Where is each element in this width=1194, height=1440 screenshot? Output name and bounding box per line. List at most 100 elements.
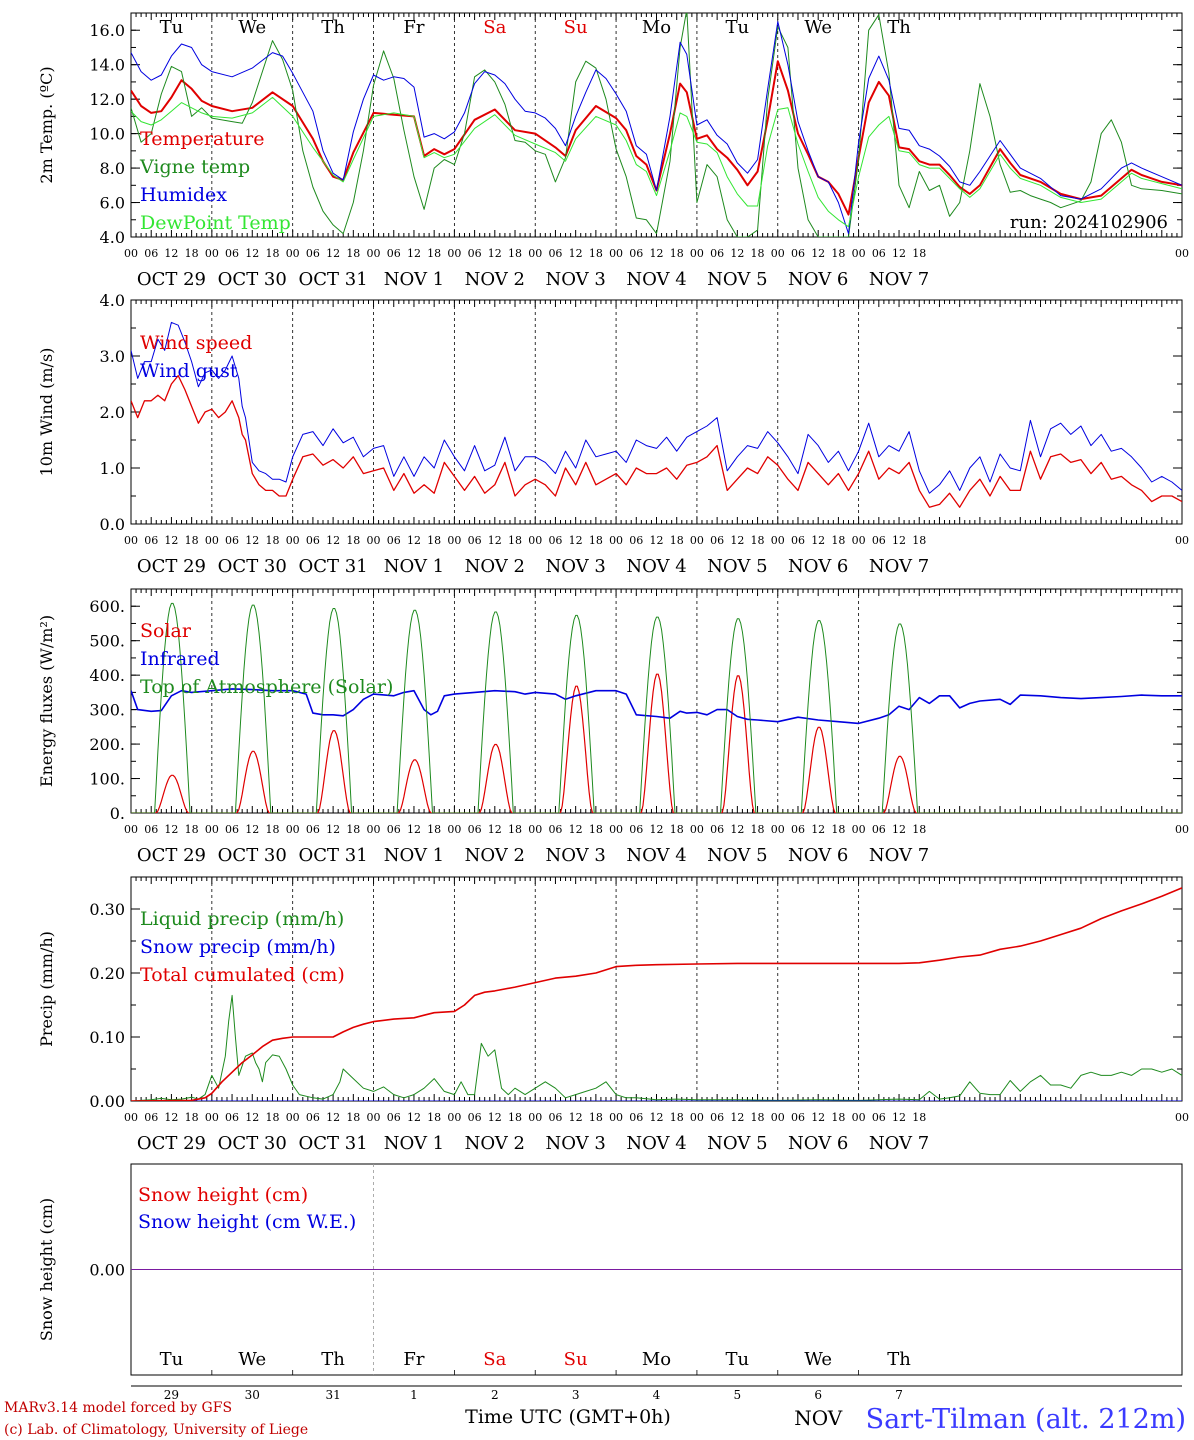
hour-label: 18 bbox=[508, 247, 522, 260]
hour-label: 18 bbox=[589, 823, 603, 836]
y-axis-label: 10m Wind (m/s) bbox=[37, 348, 56, 477]
hour-label: 00 bbox=[286, 1111, 300, 1124]
hour-label: 06 bbox=[872, 247, 886, 260]
y-tick-label: 0.30 bbox=[89, 900, 125, 919]
hour-label: 06 bbox=[872, 823, 886, 836]
day-name: Th bbox=[887, 17, 911, 38]
hour-label: 12 bbox=[164, 247, 178, 260]
hour-label: 12 bbox=[650, 247, 664, 260]
hour-label: 12 bbox=[892, 1111, 906, 1124]
hour-label: 12 bbox=[730, 247, 744, 260]
date-label: NOV 6 bbox=[788, 269, 848, 290]
credit-line-2: (c) Lab. of Climatology, University of L… bbox=[4, 1422, 308, 1438]
plot-frame bbox=[130, 588, 1183, 814]
hour-label: 12 bbox=[650, 534, 664, 547]
y-tick-label: 8.0 bbox=[100, 159, 125, 178]
hour-label: 18 bbox=[265, 823, 279, 836]
hour-label: 00 bbox=[124, 823, 138, 836]
day-name: Mo bbox=[642, 17, 671, 38]
legend-infrared: Infrared bbox=[140, 648, 220, 670]
day-number: 7 bbox=[895, 1388, 903, 1402]
day-number: 2 bbox=[491, 1388, 499, 1402]
hour-label: 18 bbox=[185, 823, 199, 836]
hour-label: 12 bbox=[164, 1111, 178, 1124]
hour-label: 00 bbox=[852, 823, 866, 836]
date-label: OCT 31 bbox=[299, 845, 368, 866]
day-name: Tu bbox=[160, 1349, 184, 1370]
hour-label: 06 bbox=[387, 1111, 401, 1124]
date-label: NOV 5 bbox=[707, 269, 767, 290]
station-label: Sart-Tilman (alt. 212m) bbox=[866, 1404, 1186, 1435]
date-label: NOV 7 bbox=[869, 1133, 929, 1154]
day-name: Tu bbox=[726, 1349, 750, 1370]
hour-label: 12 bbox=[488, 823, 502, 836]
hour-label: 12 bbox=[730, 534, 744, 547]
hour-label: 06 bbox=[387, 247, 401, 260]
series-line-solar bbox=[131, 673, 1182, 813]
hour-label: 12 bbox=[892, 534, 906, 547]
hour-label: 18 bbox=[508, 534, 522, 547]
month-label: NOV bbox=[794, 1406, 843, 1430]
hour-label: 06 bbox=[225, 823, 239, 836]
hour-label: 00 bbox=[1175, 247, 1189, 260]
legend-vigne-temp: Vigne temp bbox=[139, 156, 250, 178]
y-tick-label: 0.00 bbox=[89, 1261, 125, 1280]
hour-label: 06 bbox=[548, 823, 562, 836]
y-tick-label: 6.0 bbox=[100, 194, 125, 213]
hour-label: 12 bbox=[650, 823, 664, 836]
hour-label: 06 bbox=[710, 534, 724, 547]
legend-temperature: Temperature bbox=[140, 128, 264, 150]
day-name: Fr bbox=[403, 1349, 424, 1370]
hour-label: 06 bbox=[468, 534, 482, 547]
hour-label: 12 bbox=[488, 247, 502, 260]
hour-label: 06 bbox=[225, 534, 239, 547]
y-tick-label: 0.10 bbox=[89, 1028, 125, 1047]
hour-label: 00 bbox=[771, 534, 785, 547]
hour-label: 06 bbox=[629, 534, 643, 547]
legend-solar: Solar bbox=[140, 620, 192, 642]
y-tick-label: 3.0 bbox=[100, 347, 125, 366]
hour-label: 12 bbox=[326, 247, 340, 260]
day-name: Tu bbox=[160, 17, 184, 38]
hour-label: 06 bbox=[144, 247, 158, 260]
hour-label: 00 bbox=[205, 247, 219, 260]
hour-label: 06 bbox=[144, 823, 158, 836]
date-label: NOV 7 bbox=[869, 556, 929, 577]
hour-label: 00 bbox=[124, 247, 138, 260]
panel-precip: 0.00 0.10 0.20 0.30 Precip (mm/h) Liquid prec… bbox=[37, 876, 1189, 1154]
hour-label: 12 bbox=[164, 823, 178, 836]
day-number: 3 bbox=[572, 1388, 580, 1402]
hour-label: 00 bbox=[852, 1111, 866, 1124]
hour-label: 18 bbox=[670, 1111, 684, 1124]
y-tick-label: 0.00 bbox=[89, 1092, 125, 1111]
series-line-liquid-precip-mm-h bbox=[131, 994, 1182, 1101]
hour-label: 18 bbox=[185, 534, 199, 547]
hour-label: 12 bbox=[488, 1111, 502, 1124]
hour-label: 18 bbox=[508, 1111, 522, 1124]
day-number: 6 bbox=[814, 1388, 822, 1402]
hour-label: 12 bbox=[326, 534, 340, 547]
hour-label: 12 bbox=[326, 823, 340, 836]
y-axis-label: Precip (mm/h) bbox=[37, 931, 56, 1047]
hour-label: 06 bbox=[872, 534, 886, 547]
date-label: NOV 7 bbox=[869, 845, 929, 866]
day-name: Sa bbox=[483, 1349, 506, 1370]
hour-label: 12 bbox=[892, 823, 906, 836]
hour-label: 00 bbox=[771, 247, 785, 260]
hour-label: 06 bbox=[306, 534, 320, 547]
legend-wind-speed: Wind speed bbox=[140, 332, 252, 354]
hour-label: 18 bbox=[265, 1111, 279, 1124]
hour-label: 00 bbox=[447, 534, 461, 547]
hour-label: 00 bbox=[447, 823, 461, 836]
series-line-total-cumulated-cm bbox=[131, 887, 1182, 1101]
hour-label: 12 bbox=[730, 823, 744, 836]
day-number: 29 bbox=[164, 1388, 179, 1402]
date-label: OCT 30 bbox=[218, 269, 287, 290]
y-tick-label: 4.0 bbox=[100, 291, 125, 310]
day-name: Sa bbox=[483, 17, 506, 38]
hour-label: 18 bbox=[751, 534, 765, 547]
legend-snow-precip-mm-h: Snow precip (mm/h) bbox=[140, 936, 336, 958]
date-label: OCT 31 bbox=[299, 556, 368, 577]
date-label: OCT 29 bbox=[137, 1133, 206, 1154]
hour-label: 00 bbox=[447, 247, 461, 260]
